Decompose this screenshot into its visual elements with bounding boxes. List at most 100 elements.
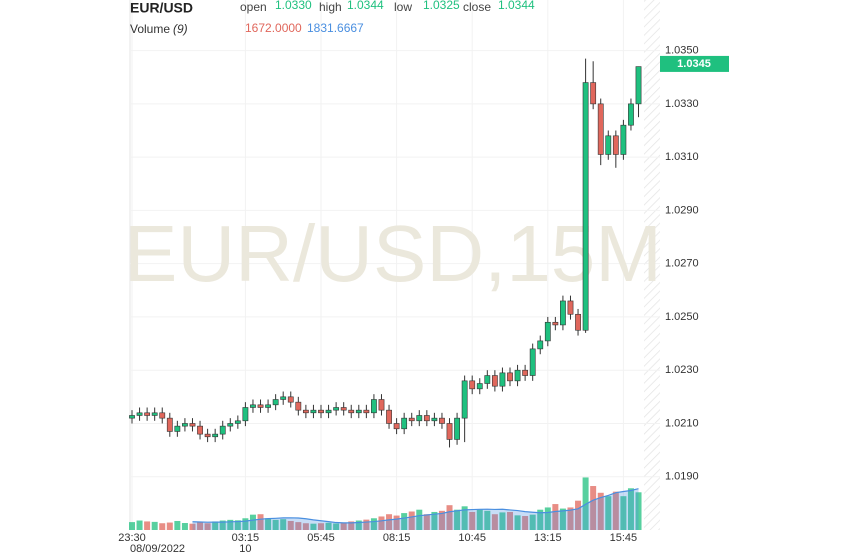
volume-bar <box>197 522 204 530</box>
axis-layer: 1.0350 1.0330 1.0310 1.0290 1.0270 1.0250 1.02… <box>118 45 729 555</box>
volume-bar <box>295 522 302 530</box>
candle-body <box>560 300 566 326</box>
candle-body <box>219 425 226 435</box>
candle-body <box>454 417 460 440</box>
volume-bar <box>204 523 211 530</box>
candle-body <box>544 321 551 342</box>
volume-bar <box>544 507 551 530</box>
volume-bar <box>287 520 294 530</box>
volume-bar <box>567 507 574 530</box>
volume-bar <box>219 520 226 530</box>
candle-body <box>386 409 392 424</box>
volume-bar <box>529 514 536 530</box>
x-tick-label: 15:45 <box>610 532 638 544</box>
candle-body <box>371 399 377 414</box>
candle-body <box>234 420 241 424</box>
volume-bar <box>189 523 196 530</box>
volume-bar <box>325 522 332 530</box>
candle-body <box>529 348 536 376</box>
legend-label: open <box>240 0 267 14</box>
volume-label: Volume <box>130 22 170 36</box>
candle-body <box>612 135 619 155</box>
volume-bar <box>355 520 362 530</box>
x-tick-label: 08:15 <box>383 532 411 544</box>
candle-body <box>431 417 438 422</box>
candle-body <box>507 372 513 382</box>
candle-body <box>280 396 287 400</box>
volume-bar <box>166 522 173 530</box>
volume-bar <box>416 509 423 530</box>
volume-bar <box>612 491 619 530</box>
candle-body <box>446 423 453 440</box>
volume-bar <box>136 520 143 530</box>
y-tick-label: 1.0290 <box>665 204 699 216</box>
y-tick-label: 1.0210 <box>665 417 699 429</box>
y-tick-label: 1.0270 <box>665 258 699 270</box>
volume-bar <box>280 519 287 530</box>
candle-body <box>287 396 294 403</box>
candle-body <box>401 417 408 430</box>
volume-bar <box>635 492 642 530</box>
y-tick-label: 1.0190 <box>665 471 699 483</box>
volume-bar <box>408 511 415 530</box>
x-tick-label: 03:15 <box>232 532 260 544</box>
candle-body <box>227 423 234 427</box>
volume-bar <box>174 520 181 530</box>
volume-bar <box>476 509 483 530</box>
y-tick-label: 1.0310 <box>665 151 699 163</box>
legend-label: high <box>319 0 342 14</box>
volume-bar <box>249 514 256 530</box>
volume-bar <box>438 510 445 530</box>
volume-bar <box>340 522 347 530</box>
volume-bar <box>333 523 340 530</box>
volume-ma-area <box>192 488 639 530</box>
volume-bar <box>620 496 627 530</box>
candle-body <box>272 399 279 406</box>
y-tick-label: 1.0230 <box>665 364 699 376</box>
volume-bar <box>386 514 393 530</box>
volume-bar <box>423 514 430 530</box>
candle-body <box>476 383 483 390</box>
volume-bar <box>605 496 612 530</box>
candle-body <box>144 412 151 416</box>
volume-bar <box>446 505 453 530</box>
volume-bar <box>302 523 309 530</box>
volume-bar <box>242 518 249 530</box>
x-tick-label: 10:45 <box>458 532 486 544</box>
candle-body <box>182 423 188 427</box>
candle-body <box>620 124 627 155</box>
candle-body <box>204 433 211 438</box>
candle-body <box>522 369 529 376</box>
volume-bar <box>514 515 521 530</box>
volume-bar <box>552 504 559 530</box>
candle-body <box>136 412 143 416</box>
candle-body <box>265 404 271 408</box>
x-tick-label: 05:45 <box>307 532 335 544</box>
volume-bar <box>234 520 241 530</box>
volume-bar <box>310 523 317 530</box>
x-tick-label: 23:30 <box>118 532 146 544</box>
candle-body <box>318 409 324 414</box>
candle-body <box>416 415 423 422</box>
volume-bar <box>469 511 476 530</box>
volume-bar <box>522 516 529 530</box>
candle-body <box>567 300 574 315</box>
candle-body <box>582 82 589 331</box>
volume-bar <box>401 513 408 530</box>
volume-bar <box>272 519 279 530</box>
watermark: EUR/USD,15M <box>124 209 662 298</box>
volume-layer <box>129 477 642 530</box>
y-tick-label: 1.0250 <box>665 311 699 323</box>
volume-bar <box>507 511 513 530</box>
candle-body <box>159 412 166 419</box>
candle-body <box>590 82 597 105</box>
volume-bar <box>129 522 135 530</box>
candle-body <box>575 313 581 331</box>
candle-body <box>189 423 196 427</box>
candle-body <box>302 409 309 414</box>
legend-label: close <box>463 0 491 14</box>
candle-body <box>552 321 559 326</box>
candle-body <box>537 340 544 350</box>
volume-period: (9) <box>173 22 188 36</box>
